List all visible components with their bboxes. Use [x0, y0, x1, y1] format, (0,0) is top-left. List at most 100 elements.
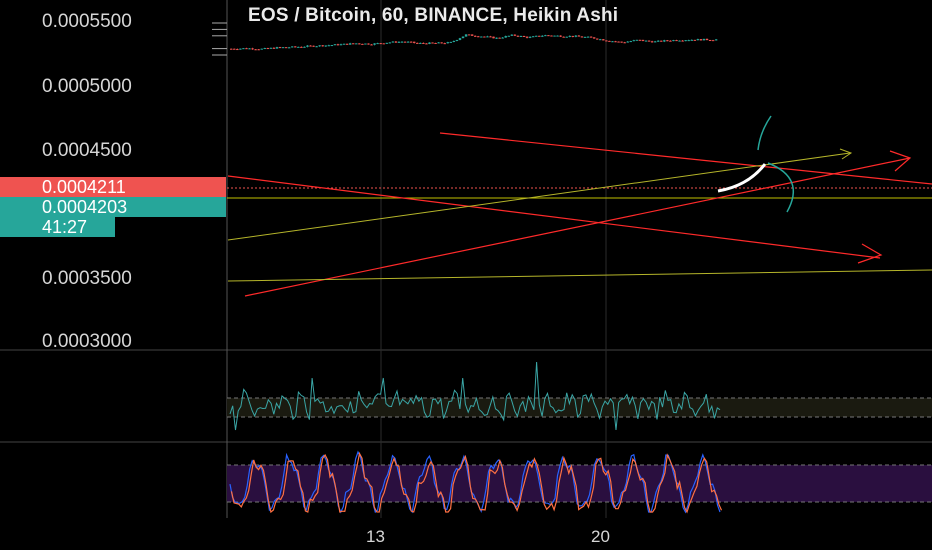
candle-body [535, 35, 538, 37]
candle-body [605, 40, 608, 42]
candle-body [513, 34, 517, 36]
candle-body [455, 39, 459, 41]
y-tick-label: 0.0003000 [42, 331, 132, 352]
candle-body [269, 47, 273, 49]
candle-body [675, 40, 678, 42]
candle-body [467, 34, 471, 36]
candle-body [409, 41, 413, 43]
candle-body [400, 41, 404, 43]
candle-body [333, 44, 337, 46]
candle-body [278, 47, 282, 49]
candle-body [599, 39, 602, 41]
candle-body [461, 36, 465, 39]
candle-body [681, 40, 684, 42]
candle-body [693, 39, 697, 41]
candle-body [495, 37, 498, 39]
countdown-badge: 41:27 [0, 217, 115, 237]
candle-body [620, 41, 623, 43]
y-tick-label: 0.0005000 [42, 76, 132, 97]
candle-body [644, 40, 648, 42]
candle-body [281, 47, 285, 49]
x-tick-label: 20 [591, 527, 610, 546]
candle-body [574, 35, 578, 37]
candle-body [538, 35, 541, 37]
candle-body [416, 42, 419, 44]
candle-body [379, 43, 382, 45]
candle-body [586, 36, 590, 38]
candle-body [507, 35, 510, 37]
candle-body [556, 35, 559, 37]
candle-body [294, 46, 297, 48]
candle-body [589, 36, 593, 38]
channel-line [227, 152, 851, 241]
candle-body [596, 38, 599, 40]
rsi-line [229, 361, 721, 431]
candle-body [275, 47, 279, 49]
candle-body [324, 45, 327, 47]
candle-body [315, 46, 318, 48]
candle-body [254, 49, 257, 51]
candle-body [501, 37, 504, 39]
candle-body [266, 48, 270, 50]
candle-body [306, 45, 309, 47]
candle-body [361, 43, 364, 45]
candle-body [251, 48, 254, 50]
channel-line [227, 269, 932, 282]
candle-body [446, 42, 449, 44]
candle-body [474, 35, 477, 37]
candle-body [406, 41, 410, 43]
candle-body [611, 41, 614, 43]
candle-body [657, 40, 660, 42]
candle-body [236, 49, 239, 51]
candle-body [321, 45, 324, 47]
candle-body [327, 45, 331, 47]
candle-body [666, 40, 669, 42]
candle-body [413, 41, 416, 43]
candle-body [449, 41, 453, 43]
candle-body [702, 38, 706, 41]
candle-body [498, 37, 501, 39]
candle-body [565, 36, 568, 38]
trendline [244, 157, 911, 297]
candle-body [629, 41, 632, 43]
candle-body [714, 39, 718, 41]
candle-body [330, 45, 334, 47]
candle-body [434, 42, 437, 44]
candle-body [492, 36, 495, 39]
candle-body [470, 34, 474, 36]
candle-body [504, 36, 507, 38]
candle-body [635, 39, 639, 41]
candle-body [458, 38, 462, 40]
candle-body [358, 43, 361, 45]
candle-body [638, 39, 642, 41]
candle-body [342, 43, 346, 45]
candle-body [477, 36, 480, 38]
annotation-arc [767, 162, 795, 213]
candle-body [452, 40, 456, 42]
candle-body [257, 49, 260, 51]
x-tick-label: 13 [366, 527, 385, 546]
candle-body [287, 47, 291, 49]
candle-body [696, 39, 700, 41]
candle-body [580, 36, 584, 38]
candle-body [431, 42, 434, 44]
candle-body [428, 42, 431, 44]
candle-body [684, 40, 687, 42]
trendline-arrowhead [889, 150, 912, 172]
candle-body [233, 48, 236, 50]
candle-body [312, 45, 315, 47]
stoch-d-line [230, 451, 723, 514]
candle-body [422, 42, 425, 44]
candle-body [480, 36, 483, 38]
candle-body [345, 43, 349, 45]
candle-body [388, 42, 392, 44]
candle-body [364, 43, 367, 45]
candle-body [608, 40, 611, 42]
candle-body [711, 40, 715, 42]
candle-body [653, 41, 657, 43]
candle-body [425, 43, 428, 45]
candle-body [641, 39, 645, 41]
candle-body [440, 42, 443, 44]
candle-body [617, 41, 620, 43]
